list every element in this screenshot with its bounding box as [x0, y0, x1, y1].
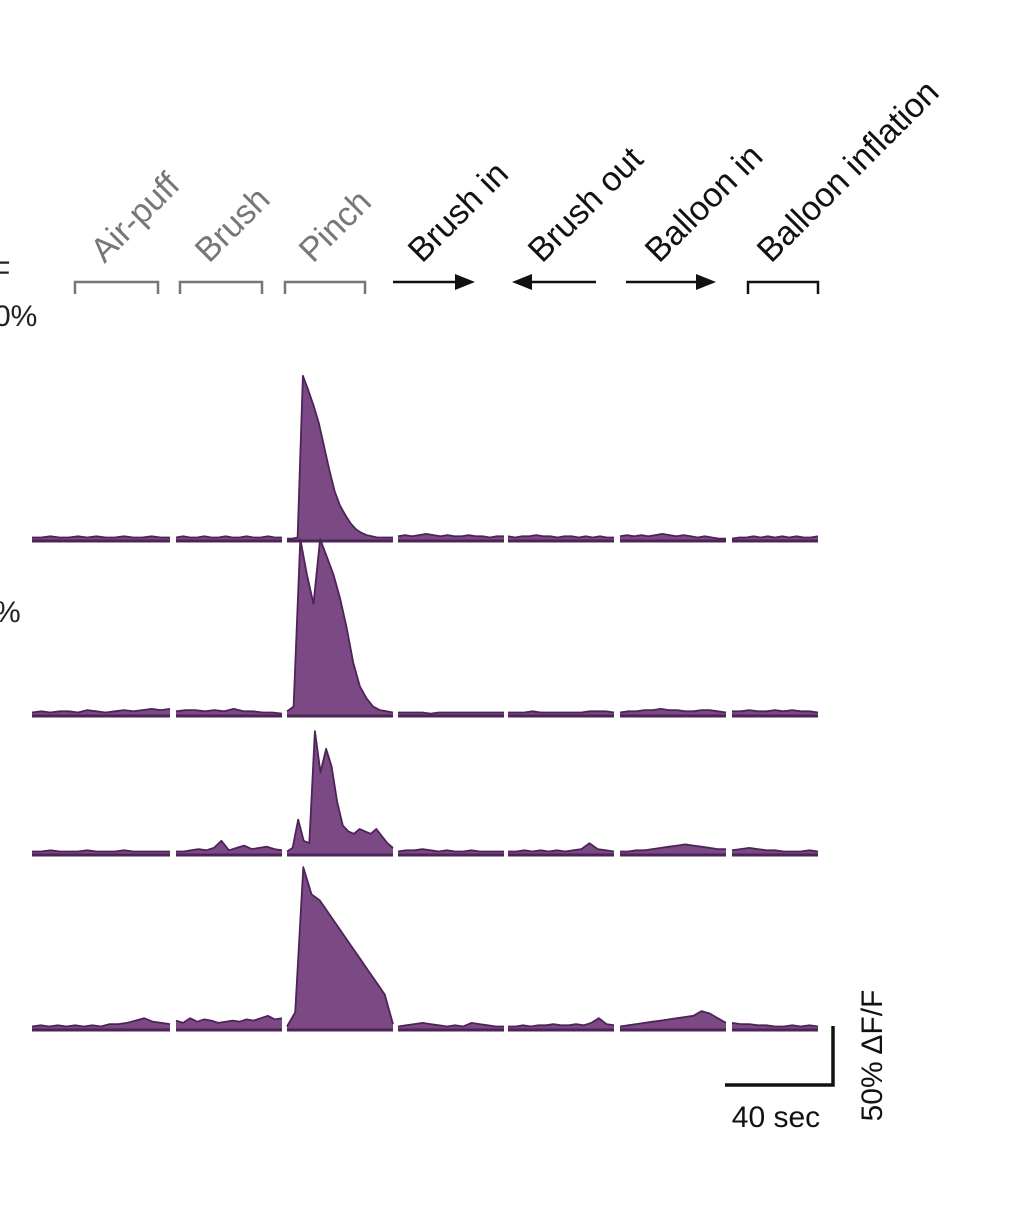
trace-outline: [507, 534, 614, 539]
stimulus-label: Pinch: [292, 183, 379, 270]
trace-outline: [398, 711, 504, 715]
edge-text: %: [0, 596, 21, 629]
stimulus-pinch: Pinch: [283, 183, 379, 294]
trace-outline: [175, 1014, 283, 1024]
stimulus-label: Brush out: [521, 139, 651, 269]
trace-outline: [732, 709, 819, 714]
trace-segment: [287, 867, 393, 1030]
trace-segment: [398, 533, 504, 541]
trace-outline: [176, 839, 283, 853]
stimulus-brush: Brush: [178, 180, 278, 294]
trace-outline: [397, 848, 504, 853]
trace-row-1: [32, 374, 819, 543]
trace-outline: [620, 843, 726, 853]
trace-outline: [731, 847, 819, 853]
trace-segment: [732, 847, 818, 855]
arrowhead: [455, 274, 475, 290]
trace-segment: [732, 1022, 818, 1030]
trace-outline: [508, 842, 615, 853]
trace-row-3: [32, 730, 819, 857]
scale-bar-x-label: 40 sec: [732, 1101, 820, 1134]
trace-segment: [176, 708, 282, 716]
trace-outline: [286, 538, 394, 714]
trace-row-4: [31, 866, 819, 1032]
stimulus-bracket: [178, 280, 264, 294]
trace-row-2: [31, 538, 819, 718]
stimulus-label: Brush: [188, 180, 278, 270]
trace-outline: [731, 535, 819, 540]
arrowhead: [512, 274, 532, 290]
stimulus-label: Brush in: [401, 155, 516, 270]
scale-bar-lines: [725, 1026, 835, 1087]
trace-outline: [175, 535, 282, 539]
stimulus-header: Air-puff Brush Pinch Brush in Brush outBallo…: [73, 73, 947, 294]
trace-segment: [620, 1011, 726, 1030]
scale-bar: 40 sec 50% ΔF/F: [725, 990, 889, 1134]
edge-text: 0%: [0, 300, 37, 333]
trace-segment: [176, 1015, 282, 1030]
trace-outline: [175, 708, 283, 715]
stimulus-air-puff: Air-puff: [73, 165, 188, 294]
stimulus-balloon-in: Balloon in: [626, 137, 770, 290]
stimulus-bracket: [283, 280, 367, 294]
trace-outline: [508, 710, 615, 714]
calcium-traces: [31, 374, 819, 1032]
trace-outline: [286, 866, 394, 1027]
clipped-edge-labels: F 0%%: [0, 256, 37, 629]
trace-segment: [508, 1018, 614, 1030]
stimulus-brush-in: Brush in: [393, 155, 516, 290]
trace-outline: [287, 374, 393, 540]
trace-outline: [31, 1017, 171, 1028]
trace-outline: [508, 1017, 615, 1028]
stimulus-bracket: [746, 280, 820, 294]
trace-segment: [176, 840, 282, 855]
trace-outline: [619, 533, 726, 540]
edge-text: F: [0, 256, 10, 289]
stimulus-label: Air-puff: [83, 165, 187, 269]
trace-outline: [31, 708, 171, 714]
stimulus-brush-out: Brush out: [512, 139, 651, 290]
trace-outline: [32, 849, 170, 853]
stimulus-bracket: [73, 280, 160, 294]
trace-outline: [619, 708, 727, 714]
trace-outline: [397, 533, 504, 539]
arrowhead: [696, 274, 716, 290]
trace-outline: [397, 1022, 504, 1028]
trace-outline: [286, 730, 394, 853]
trace-segment: [620, 533, 726, 541]
stimulus-label: Balloon inflation: [750, 73, 947, 270]
trace-segment: [287, 539, 393, 716]
stimulus-balloon-inflation: Balloon inflation: [746, 73, 947, 294]
trace-outline: [619, 1010, 727, 1028]
scale-bar-y-label: 50% ΔF/F: [856, 990, 889, 1122]
stimulus-label: Balloon in: [638, 137, 770, 269]
trace-outline: [731, 1022, 819, 1028]
trace-outline: [32, 535, 170, 539]
trace-segment: [287, 375, 393, 541]
